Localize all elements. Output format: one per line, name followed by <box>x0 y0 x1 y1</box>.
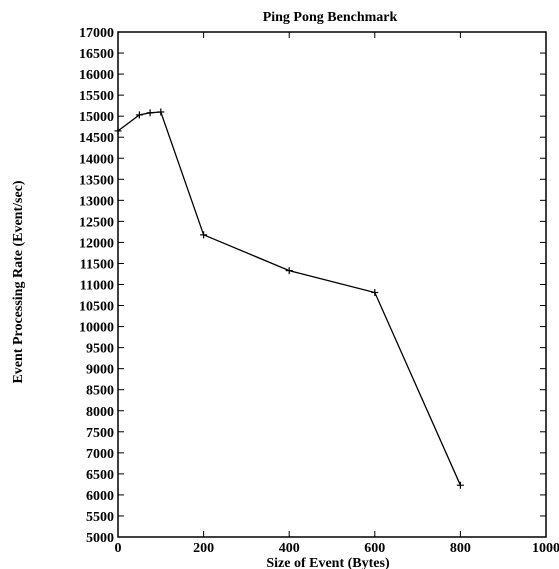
y-tick-label: 7000 <box>86 447 114 462</box>
y-tick-label: 15500 <box>79 89 114 104</box>
y-tick-label: 13000 <box>79 194 114 209</box>
x-tick-label: 400 <box>279 541 300 556</box>
x-tick-label: 600 <box>364 541 385 556</box>
y-tick-label: 14000 <box>79 152 114 167</box>
data-point <box>135 111 143 119</box>
series-line <box>117 111 461 486</box>
x-tick-label: 0 <box>115 541 122 556</box>
data-point <box>146 109 154 117</box>
y-tick-label: 8500 <box>86 384 114 399</box>
y-tick-label: 17000 <box>79 26 114 41</box>
y-tick-label: 5000 <box>86 531 114 546</box>
x-axis-label: Size of Event (Bytes) <box>266 556 390 569</box>
y-axis-label: Event Processing Rate (Event/sec) <box>11 180 26 383</box>
data-point <box>114 127 122 135</box>
y-tick-label: 9500 <box>86 342 114 357</box>
x-tick-label: 200 <box>193 541 214 556</box>
chart-title: Ping Pong Benchmark <box>263 10 398 25</box>
x-tick-label: 800 <box>450 541 471 556</box>
y-tick-label: 16500 <box>79 47 114 62</box>
data-point <box>456 481 464 489</box>
y-tick-label: 13500 <box>79 173 114 188</box>
y-tick-label: 12500 <box>79 215 114 230</box>
data-point <box>200 231 208 239</box>
y-tick-label: 8000 <box>86 405 114 420</box>
y-tick-label: 11000 <box>80 279 114 294</box>
plot-frame <box>117 31 547 538</box>
y-tick-label: 7500 <box>86 426 114 441</box>
y-tick-label: 10500 <box>79 300 114 315</box>
y-tick-label: 6500 <box>86 468 114 483</box>
y-tick-label: 9000 <box>86 363 114 378</box>
y-tick-label: 15000 <box>79 110 114 125</box>
y-tick-label: 6000 <box>86 489 114 504</box>
y-tick-label: 12000 <box>79 236 114 251</box>
y-axis: 5000 5500 6000 6500 7000 7500 8000 8500 9000 9500… <box>79 26 546 546</box>
y-tick-label: 14500 <box>79 131 114 146</box>
x-axis: 0 200 400 600 800 1000 <box>115 32 559 556</box>
data-point <box>285 267 293 275</box>
y-tick-label: 11500 <box>80 257 114 272</box>
data-point <box>371 288 379 296</box>
y-tick-label: 16000 <box>79 68 114 83</box>
x-tick-label: 1000 <box>532 541 559 556</box>
y-tick-label: 5500 <box>86 510 114 525</box>
y-tick-label: 10000 <box>79 321 114 336</box>
series-group <box>114 108 464 489</box>
data-point <box>157 108 165 116</box>
